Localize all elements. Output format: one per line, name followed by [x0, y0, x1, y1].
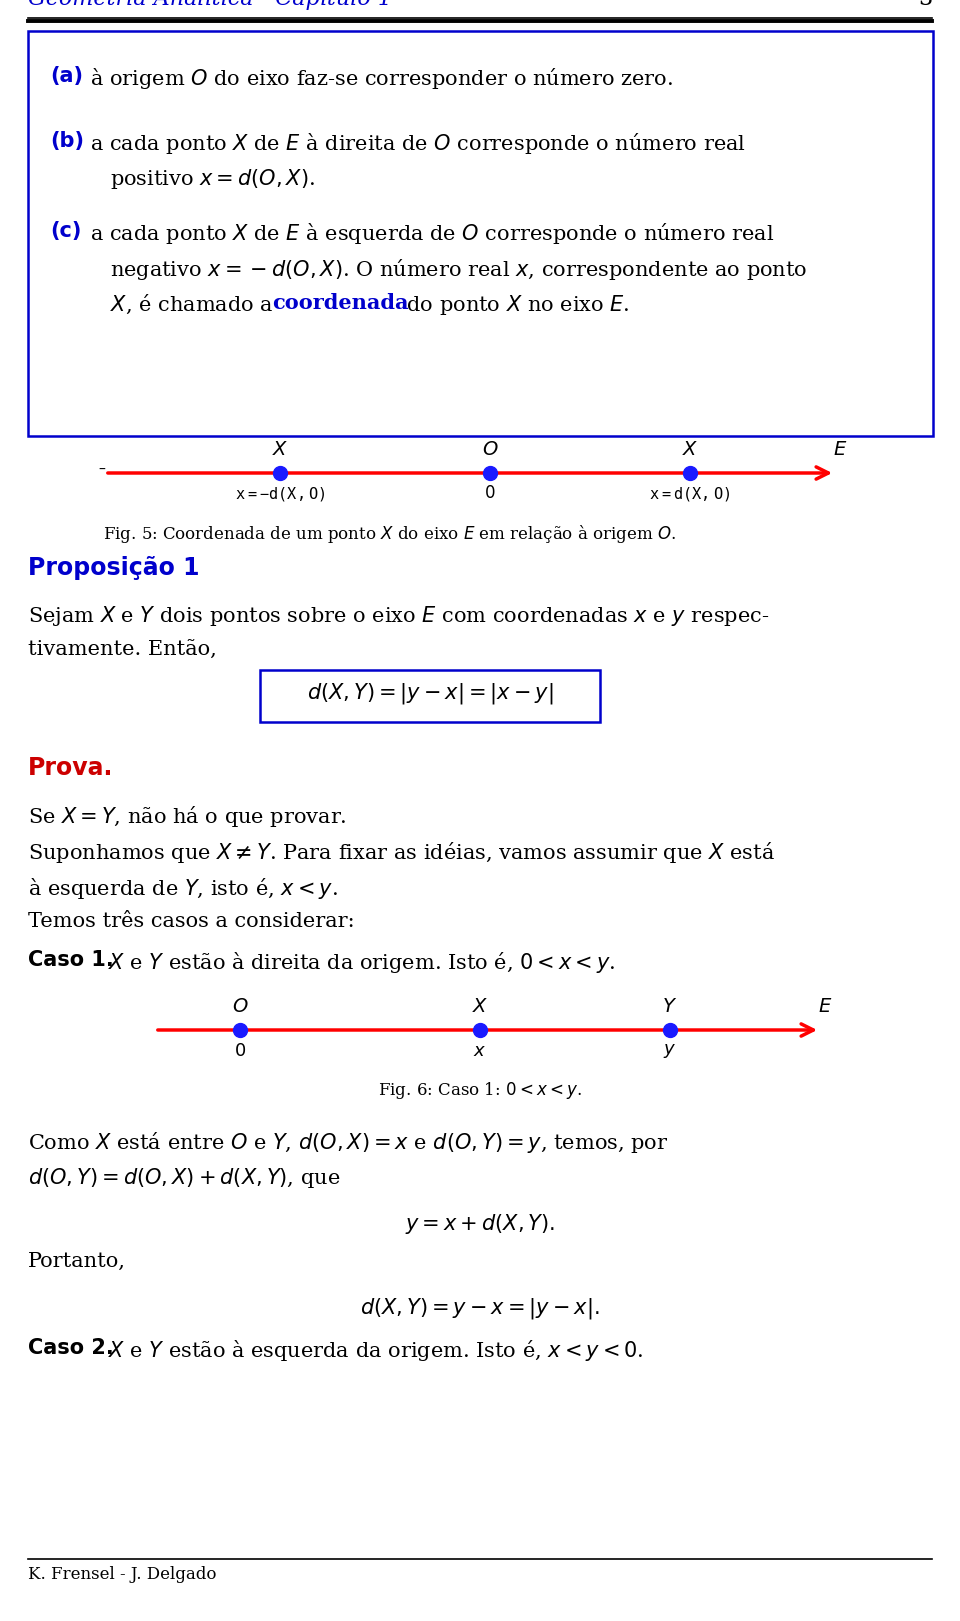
Text: (c): (c)	[50, 220, 82, 242]
Text: –: –	[99, 464, 106, 477]
Text: Fig. 5: Coordenada de um ponto $X$ do eixo $E$ em relação à origem $O$.: Fig. 5: Coordenada de um ponto $X$ do ei…	[104, 524, 677, 545]
Text: Caso 2.: Caso 2.	[28, 1337, 113, 1358]
Text: $O$: $O$	[482, 441, 498, 459]
Text: $X$ e $Y$ estão à esquerda da origem. Isto é, $x < y < 0$.: $X$ e $Y$ estão à esquerda da origem. Is…	[108, 1337, 643, 1363]
Text: $X$: $X$	[682, 441, 698, 459]
Text: $\mathtt{x{=}d(X,O)}$: $\mathtt{x{=}d(X,O)}$	[649, 485, 731, 503]
Text: do ponto $X$ no eixo $E$.: do ponto $X$ no eixo $E$.	[400, 293, 630, 318]
Text: Geometria Analítica - Capítulo 1: Geometria Analítica - Capítulo 1	[28, 0, 392, 10]
Text: Se $X = Y$, não há o que provar.: Se $X = Y$, não há o que provar.	[28, 804, 347, 828]
Text: à esquerda de $Y$, isto é, $x < y$.: à esquerda de $Y$, isto é, $x < y$.	[28, 875, 338, 901]
Text: Suponhamos que $X \neq Y$. Para fixar as idéias, vamos assumir que $X$ está: Suponhamos que $X \neq Y$. Para fixar as…	[28, 840, 775, 866]
Text: $E$: $E$	[818, 999, 832, 1016]
Text: Caso 1.: Caso 1.	[28, 950, 113, 969]
Text: $X$, é chamado a: $X$, é chamado a	[110, 293, 275, 316]
Text: a cada ponto $X$ de $E$ à direita de $O$ corresponde o número real: a cada ponto $X$ de $E$ à direita de $O$…	[90, 131, 746, 156]
Text: Fig. 6: Caso 1: $0 < x < y$.: Fig. 6: Caso 1: $0 < x < y$.	[378, 1080, 582, 1101]
Text: $X$: $X$	[471, 999, 489, 1016]
Bar	[260, 669, 600, 721]
Text: $Y$: $Y$	[662, 999, 678, 1016]
Text: à origem $O$ do eixo faz-se corresponder o número zero.: à origem $O$ do eixo faz-se corresponder…	[90, 66, 673, 91]
Text: Sejam $X$ e $Y$ dois pontos sobre o eixo $E$ com coordenadas $x$ e $y$ respec-: Sejam $X$ e $Y$ dois pontos sobre o eixo…	[28, 605, 769, 627]
Text: tivamente. Então,: tivamente. Então,	[28, 640, 217, 660]
Text: Como $X$ está entre $O$ e $Y$, $d(O,X) = x$ e $d(O,Y) = y$, temos, por: Como $X$ está entre $O$ e $Y$, $d(O,X) =…	[28, 1130, 668, 1156]
Text: $0$: $0$	[234, 1042, 246, 1060]
Text: $d(O,Y) = d(O,X) + d(X,Y)$, que: $d(O,Y) = d(O,X) + d(X,Y)$, que	[28, 1165, 340, 1190]
Text: $E$: $E$	[833, 441, 847, 459]
Text: $O$: $O$	[231, 999, 249, 1016]
Text: $X$: $X$	[272, 441, 288, 459]
Text: (a): (a)	[50, 66, 83, 86]
Text: $d(X,Y) = y - x = |y - x|.$: $d(X,Y) = y - x = |y - x|.$	[360, 1297, 600, 1321]
Text: $y$: $y$	[663, 1042, 677, 1060]
Text: $x$: $x$	[473, 1042, 487, 1060]
Text: K. Frensel - J. Delgado: K. Frensel - J. Delgado	[28, 1566, 217, 1584]
Text: 3: 3	[918, 0, 932, 10]
Bar	[28, 31, 933, 436]
Text: a cada ponto $X$ de $E$ à esquerda de $O$ corresponde o número real: a cada ponto $X$ de $E$ à esquerda de $O…	[90, 220, 774, 246]
Text: $\mathtt{x{=}{-}d(X,O)}$: $\mathtt{x{=}{-}d(X,O)}$	[235, 485, 325, 503]
Text: $d(X,Y) = |y - x| = |x - y|$: $d(X,Y) = |y - x| = |x - y|$	[306, 681, 553, 707]
Text: negativo $x = -d(O, X)$. O número real $x$, correspondente ao ponto: negativo $x = -d(O, X)$. O número real $…	[110, 258, 807, 282]
Text: coordenada: coordenada	[272, 293, 409, 313]
Text: Portanto,: Portanto,	[28, 1251, 126, 1271]
Text: $X$ e $Y$ estão à direita da origem. Isto é, $0 < x < y$.: $X$ e $Y$ estão à direita da origem. Ist…	[108, 950, 615, 974]
Text: positivo $x = d(O, X)$.: positivo $x = d(O, X)$.	[110, 167, 315, 191]
Text: (b): (b)	[50, 131, 84, 151]
Text: $0$: $0$	[484, 485, 495, 503]
Text: Temos três casos a considerar:: Temos três casos a considerar:	[28, 913, 354, 930]
Text: $y = x + d(X,Y).$: $y = x + d(X,Y).$	[405, 1213, 555, 1235]
Text: Proposição 1: Proposição 1	[28, 556, 200, 580]
Text: Prova.: Prova.	[28, 755, 113, 780]
